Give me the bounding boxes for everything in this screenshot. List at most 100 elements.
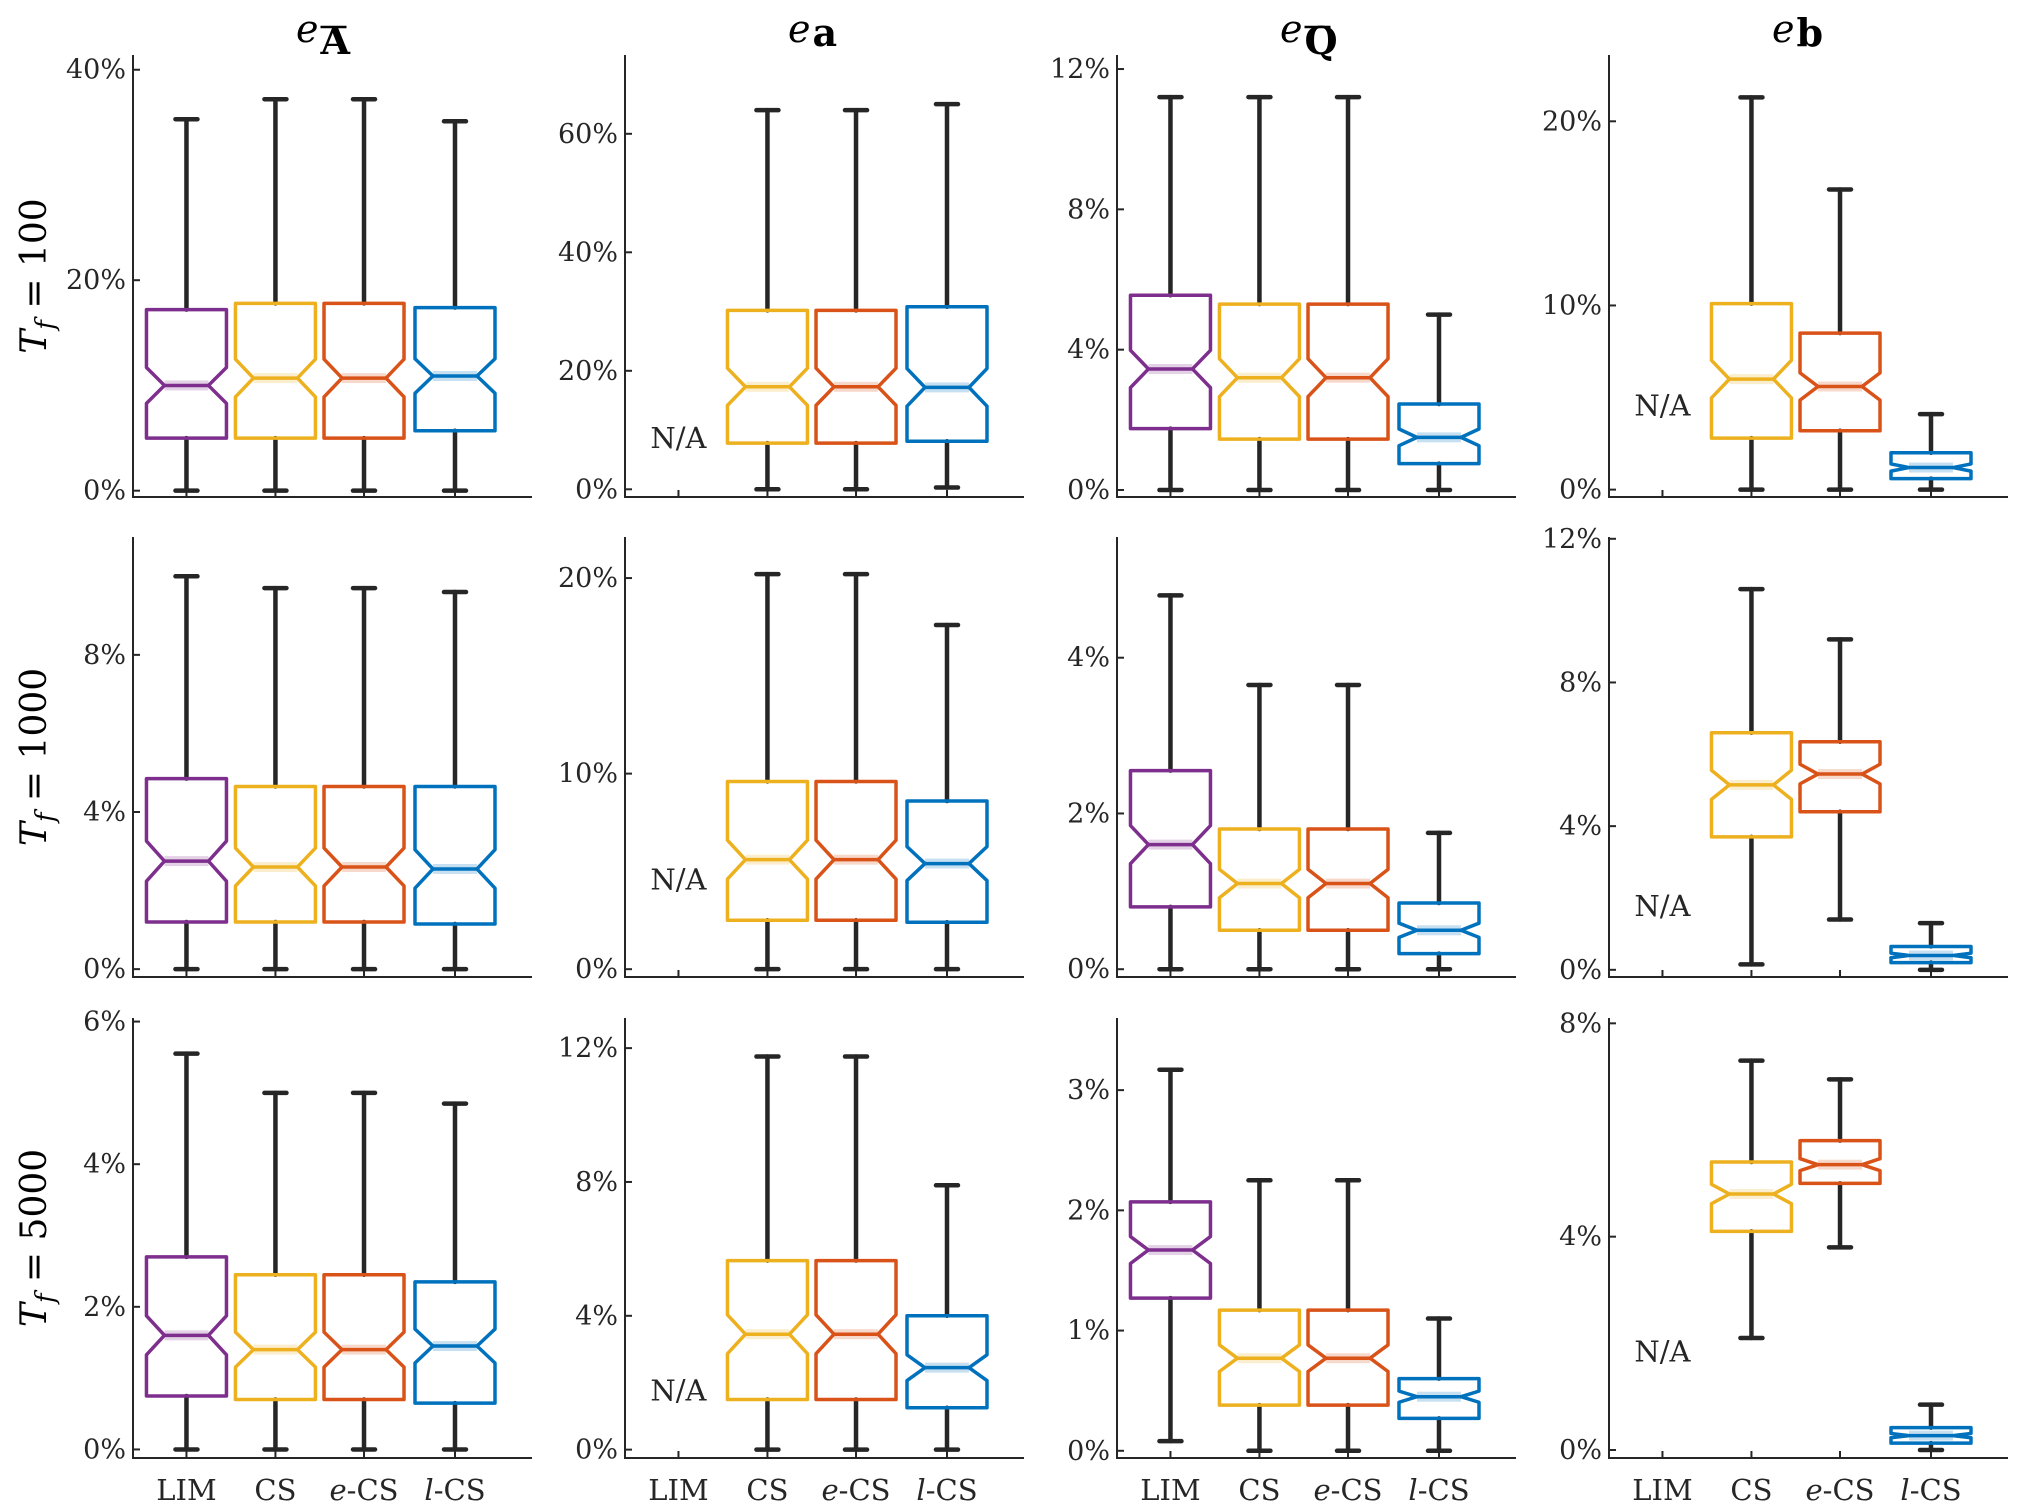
axes <box>1608 1018 2008 1459</box>
column-title-sub: a <box>813 10 838 55</box>
box-outline <box>413 1280 497 1405</box>
y-tick-label: 2% <box>83 1292 126 1323</box>
panel-r2-c2: 0% 1% 2% 3% LIM CS e-CS l-CS <box>1067 1018 1516 1507</box>
column-title-base: e <box>1772 7 1795 51</box>
box-cs <box>725 571 810 972</box>
box-cs <box>233 585 318 972</box>
na-label: N/A <box>650 862 707 896</box>
na-label: N/A <box>1634 389 1691 423</box>
column-title-base: e <box>788 7 811 51</box>
box-e-cs <box>1798 637 1882 922</box>
box-e-cs <box>814 571 898 972</box>
box-outline <box>233 1272 318 1402</box>
box-cs <box>1217 682 1302 972</box>
y-tick-label: 0% <box>1559 1435 1602 1466</box>
panel-r2-c3: 0% 4% 8% N/A LIM CS e-CS l-CS <box>1559 1008 2008 1507</box>
box-outline <box>725 1258 810 1402</box>
column-title-sub: b <box>1797 10 1824 55</box>
box-e-cs <box>814 1054 898 1452</box>
axes <box>1116 537 1516 978</box>
box-l-cs <box>413 1101 497 1452</box>
na-label: N/A <box>650 1374 707 1408</box>
box-outline <box>905 305 989 444</box>
column-title-sub: Q <box>1305 18 1338 63</box>
box-cs <box>725 107 810 492</box>
box-outline <box>233 784 318 924</box>
axes <box>624 1018 1024 1459</box>
x-category-label: e-CS <box>330 1473 399 1507</box>
box-outline <box>144 307 229 440</box>
y-tick-label: 6% <box>83 1007 126 1038</box>
box-l-cs <box>413 589 497 972</box>
box-outline <box>814 308 898 445</box>
y-tick-label: 20% <box>1542 106 1602 137</box>
axes <box>132 55 532 498</box>
box-outline <box>1889 944 1973 965</box>
box-e-cs <box>1306 1178 1390 1454</box>
box-outline <box>1798 1138 1882 1186</box>
box-outline <box>905 799 989 924</box>
y-tick-label: 0% <box>1067 1436 1110 1467</box>
row-label-0: Tf = 100 <box>14 198 61 353</box>
box-l-cs <box>1889 920 1973 973</box>
box-cs <box>1217 94 1302 493</box>
y-tick-label: 0% <box>83 476 126 507</box>
y-tick-label: 0% <box>83 954 126 985</box>
box-l-cs <box>1397 312 1481 493</box>
box-outline <box>1397 402 1481 466</box>
box-l-cs <box>1397 830 1481 972</box>
y-tick-label: 20% <box>558 356 618 387</box>
na-label: N/A <box>1634 1334 1691 1368</box>
box-outline <box>322 301 406 440</box>
box-e-cs <box>814 107 898 492</box>
panel-r0-c0: 0% 20% 40% <box>66 55 532 507</box>
na-label: N/A <box>1634 889 1691 923</box>
x-category-label: CS <box>254 1473 296 1507</box>
y-tick-label: 0% <box>1559 955 1602 986</box>
box-cs <box>725 1054 810 1452</box>
box-outline <box>322 1272 406 1402</box>
x-category-label: e-CS <box>1806 1473 1875 1507</box>
box-cs <box>1709 95 1794 492</box>
x-category-label: LIM <box>1632 1473 1692 1507</box>
box-l-cs <box>905 1183 989 1452</box>
box-cs <box>1709 1058 1794 1341</box>
box-outline <box>1397 901 1481 956</box>
y-tick-label: 4% <box>83 797 126 828</box>
y-tick-label: 12% <box>1050 54 1110 85</box>
box-outline <box>1128 1200 1213 1300</box>
box-lim <box>144 1051 229 1452</box>
box-e-cs <box>322 1090 406 1452</box>
x-category-label: l-CS <box>1408 1473 1469 1507</box>
x-category-label: LIM <box>1140 1473 1200 1507</box>
panel-r0-c1: 0% 20% 40% 60% N/A <box>558 55 1024 505</box>
y-tick-label: 2% <box>1067 1195 1110 1226</box>
x-category-label: l-CS <box>916 1473 977 1507</box>
box-e-cs <box>1306 682 1390 972</box>
panel-r2-c0: 0% 2% 4% 6% LIM CS e-CS l-CS <box>83 1007 532 1507</box>
y-tick-label: 20% <box>66 265 126 296</box>
box-e-cs <box>322 585 406 972</box>
y-tick-label: 0% <box>575 1435 618 1466</box>
axes <box>624 55 1024 498</box>
box-outline <box>322 784 406 924</box>
y-tick-label: 4% <box>1559 1222 1602 1253</box>
panel-r0-c3: 0% 10% 20% N/A <box>1542 55 2008 506</box>
y-tick-label: 40% <box>558 237 618 268</box>
box-cs <box>1709 586 1794 967</box>
box-outline <box>1306 1308 1390 1407</box>
box-e-cs <box>1798 187 1882 492</box>
na-label: N/A <box>650 421 707 455</box>
y-tick-label: 12% <box>1542 524 1602 555</box>
column-title-base: e <box>1280 7 1303 51</box>
x-category-label: CS <box>746 1473 788 1507</box>
box-outline <box>725 308 810 445</box>
y-tick-label: 4% <box>575 1301 618 1332</box>
panel-r1-c0: 0% 4% 8% <box>83 537 532 985</box>
y-tick-label: 0% <box>575 474 618 505</box>
box-lim <box>1128 94 1213 493</box>
y-tick-label: 4% <box>1067 335 1110 366</box>
box-outline <box>1217 1308 1302 1407</box>
